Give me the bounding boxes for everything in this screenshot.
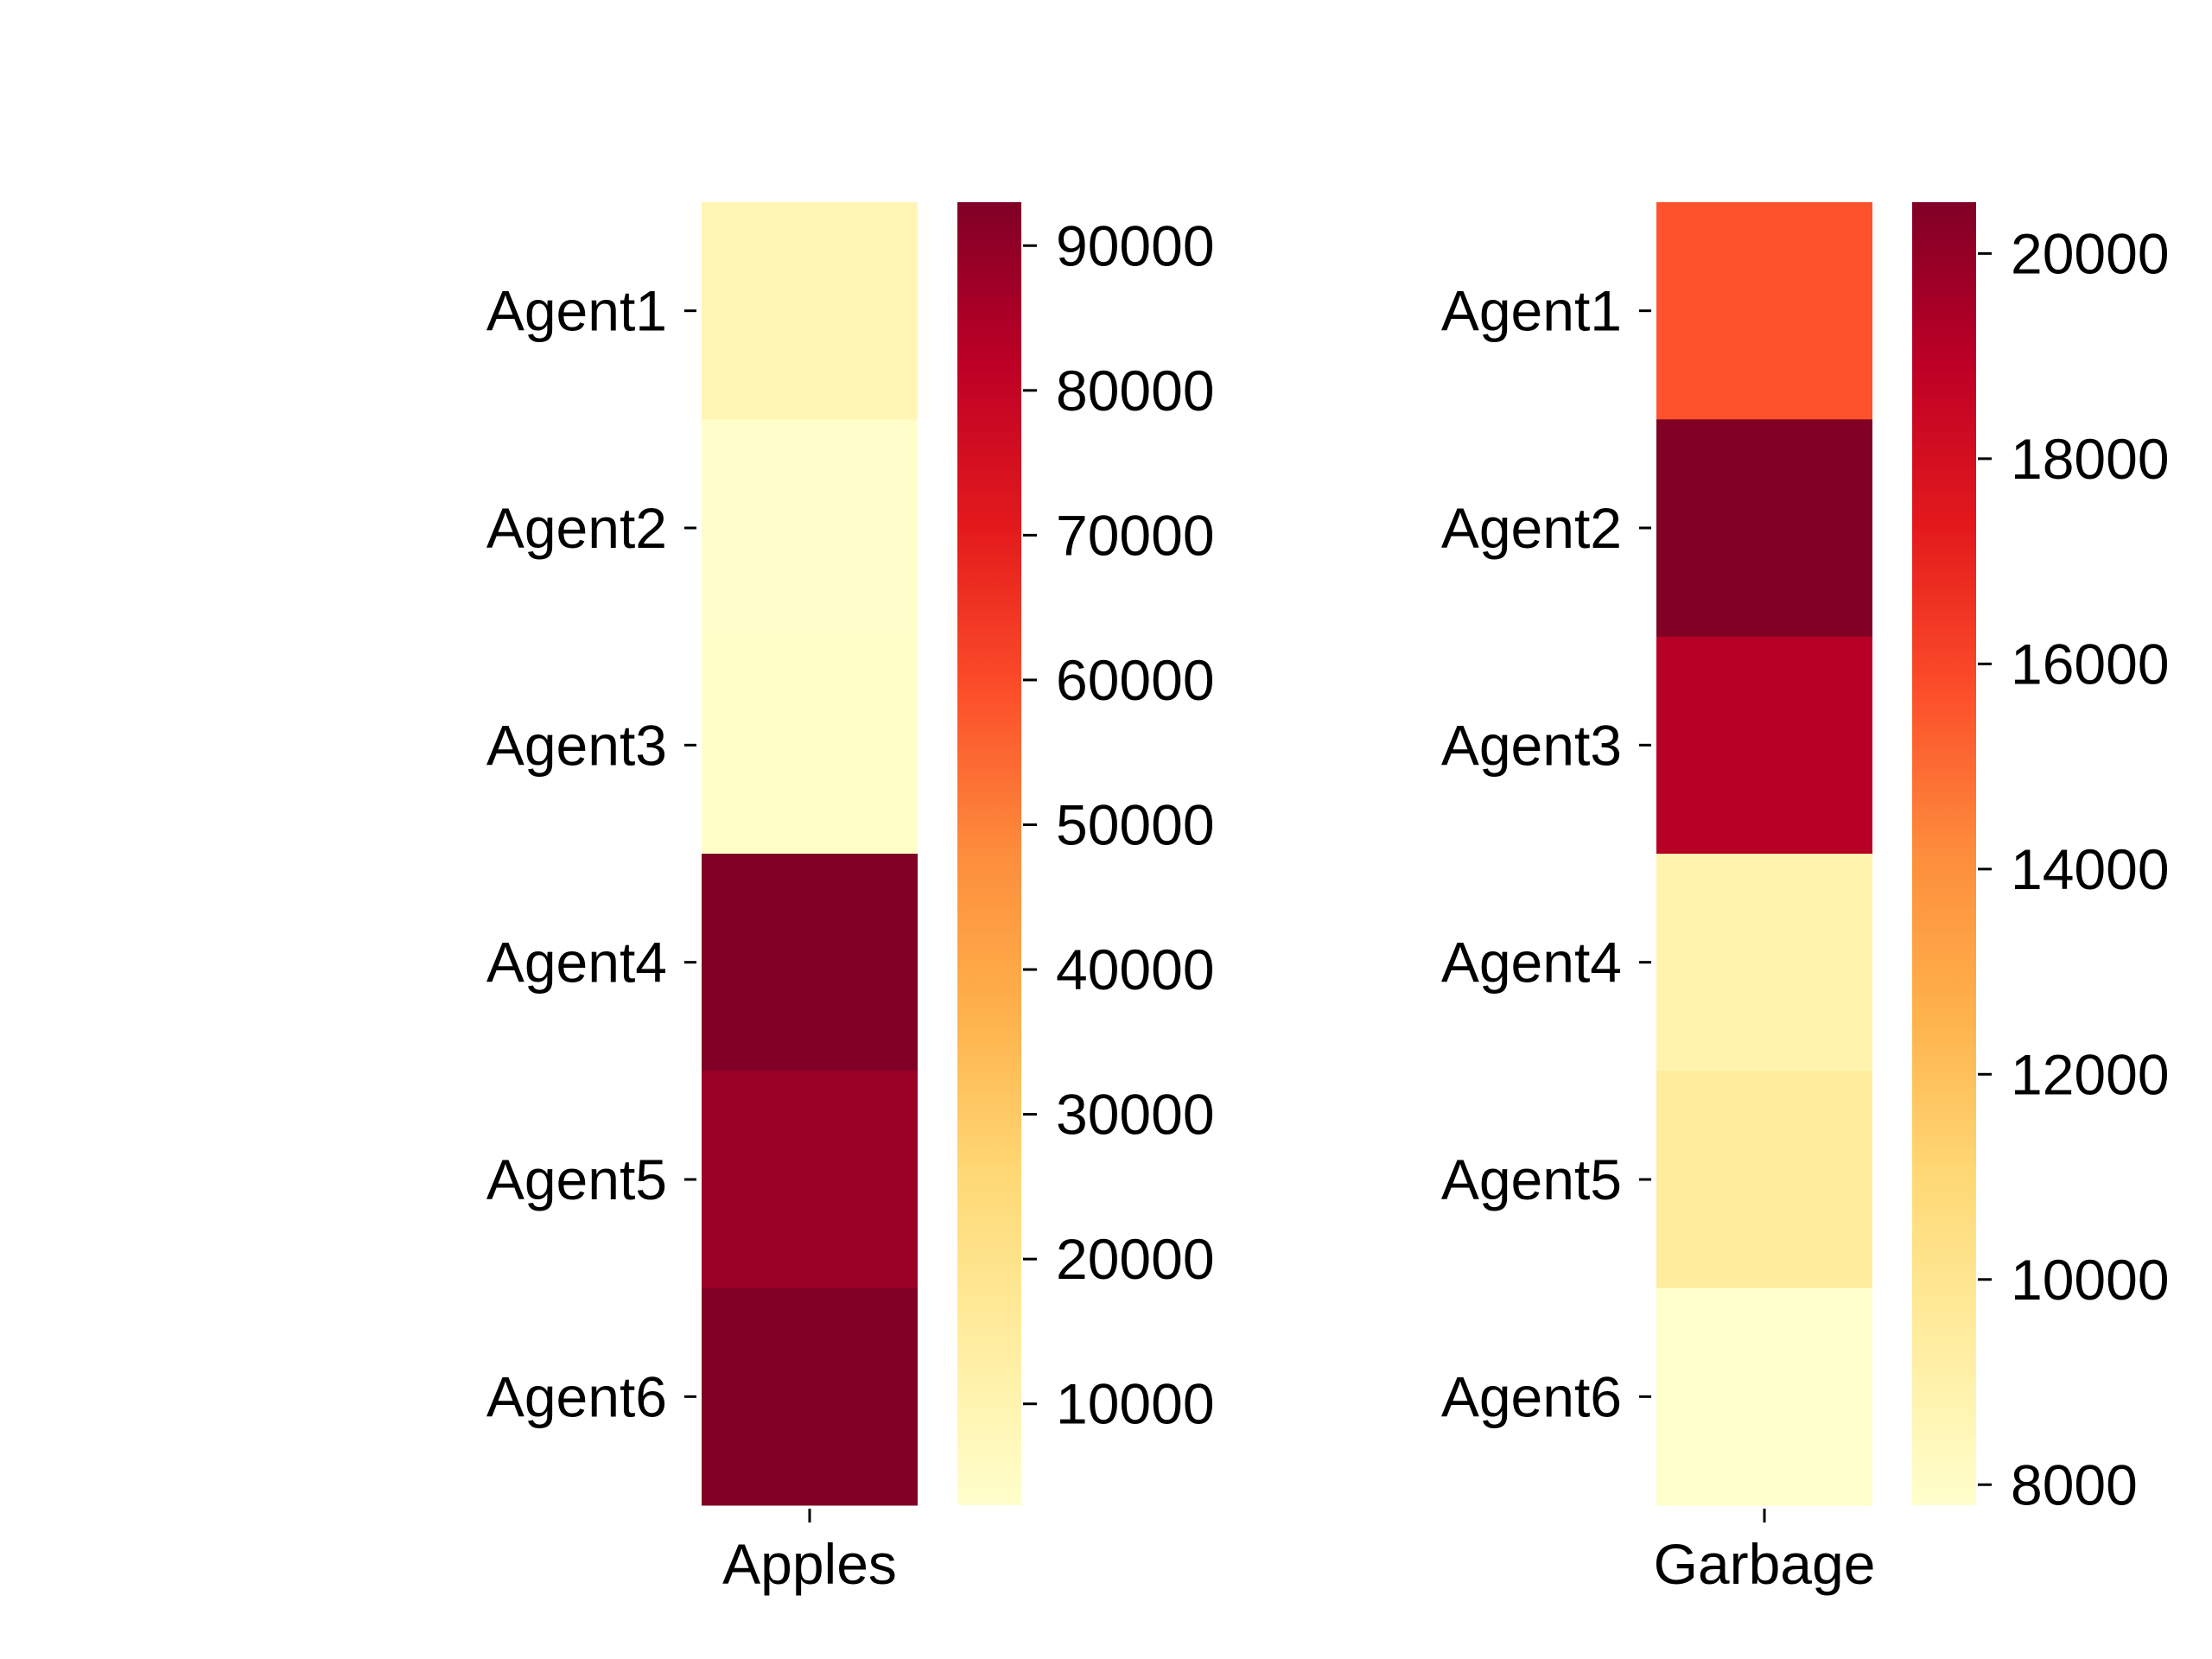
colorbar-tick-label: 40000 — [1056, 938, 1215, 1001]
heatmap-cell-agent3 — [1656, 636, 1872, 855]
colorbar-tick-label: 20000 — [1056, 1227, 1215, 1291]
colorbar-tick-label: 60000 — [1056, 648, 1215, 712]
colorbar — [1912, 202, 1976, 1505]
heatmap-cell-agent2 — [702, 419, 918, 638]
apples-heatmap-panel: Agent1 Agent2 Agent3 Agent4 Agent5 Agent6 Appl… — [486, 202, 1215, 1596]
heatmap-cell-agent4 — [1656, 854, 1872, 1071]
heatmap-cell-agent6 — [702, 1287, 918, 1506]
colorbar-tick-label: 18000 — [2011, 427, 2170, 491]
row-label: Agent4 — [1441, 931, 1622, 995]
colorbar-tick-label: 50000 — [1056, 792, 1215, 856]
heatmap-cell-agent3 — [702, 636, 918, 855]
heatmap-cell-agent1 — [1656, 202, 1872, 420]
heatmap-cell-agent5 — [1656, 1071, 1872, 1289]
row-label: Agent6 — [486, 1364, 667, 1428]
colorbar-tick-label: 90000 — [1056, 213, 1215, 277]
garbage-heatmap-panel: Agent1 Agent2 Agent3 Agent4 Agent5 Agent6 Garb… — [1441, 202, 2170, 1596]
colorbar-tick-label: 16000 — [2011, 632, 2170, 696]
row-label: Agent5 — [1441, 1147, 1622, 1211]
colorbar-tick-label: 10000 — [2011, 1248, 2170, 1312]
heatmap-cell-agent5 — [702, 1071, 918, 1289]
colorbar-tick-label: 10000 — [1056, 1372, 1215, 1436]
column-label: Apples — [722, 1532, 897, 1596]
colorbar-tick-label: 20000 — [2011, 221, 2170, 285]
row-label: Agent5 — [486, 1147, 667, 1211]
row-label: Agent2 — [486, 496, 667, 560]
colorbar-tick-label: 14000 — [2011, 837, 2170, 901]
column-label: Garbage — [1654, 1532, 1876, 1596]
heatmap-cell-agent1 — [702, 202, 918, 420]
row-label: Agent1 — [486, 279, 667, 343]
row-label: Agent4 — [486, 931, 667, 995]
row-label: Agent1 — [1441, 279, 1622, 343]
row-label: Agent2 — [1441, 496, 1622, 560]
heatmap-cell-agent6 — [1656, 1287, 1872, 1506]
heatmap-cell-agent2 — [1656, 419, 1872, 638]
colorbar — [957, 202, 1021, 1505]
colorbar-tick-label: 80000 — [1056, 359, 1215, 423]
heatmap-cell-agent4 — [702, 854, 918, 1071]
colorbar-tick-label: 8000 — [2011, 1452, 2138, 1516]
row-label: Agent6 — [1441, 1364, 1622, 1428]
row-label: Agent3 — [486, 713, 667, 777]
colorbar-tick-label: 70000 — [1056, 503, 1215, 567]
colorbar-tick-label: 30000 — [1056, 1083, 1215, 1147]
colorbar-tick-label: 12000 — [2011, 1042, 2170, 1106]
row-label: Agent3 — [1441, 713, 1622, 777]
